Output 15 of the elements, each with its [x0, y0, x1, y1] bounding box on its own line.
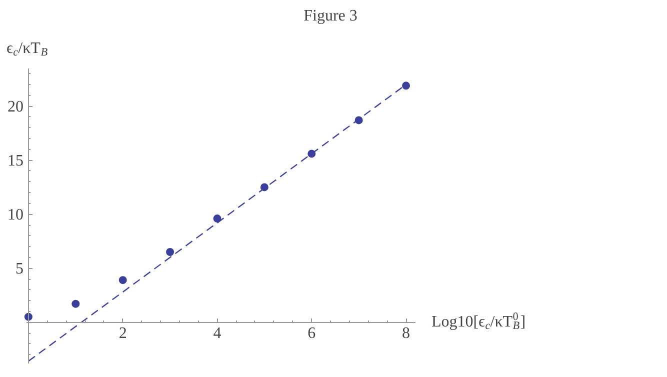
point: [72, 300, 80, 308]
point: [166, 248, 174, 256]
y-tick-label: 20: [7, 98, 24, 116]
y-tick-label: 10: [7, 206, 24, 224]
point: [213, 214, 222, 223]
point: [402, 82, 410, 90]
x-tick-label: 2: [118, 325, 127, 342]
point: [118, 276, 127, 284]
x-tick-label: 8: [402, 325, 410, 342]
y-tick-label: 5: [15, 260, 24, 278]
chart-title: Figure 3: [304, 8, 358, 24]
x-tick-label: 6: [308, 325, 316, 342]
point: [308, 150, 316, 158]
x-tick-label: 4: [213, 325, 222, 342]
y-tick-label: 15: [7, 152, 24, 170]
